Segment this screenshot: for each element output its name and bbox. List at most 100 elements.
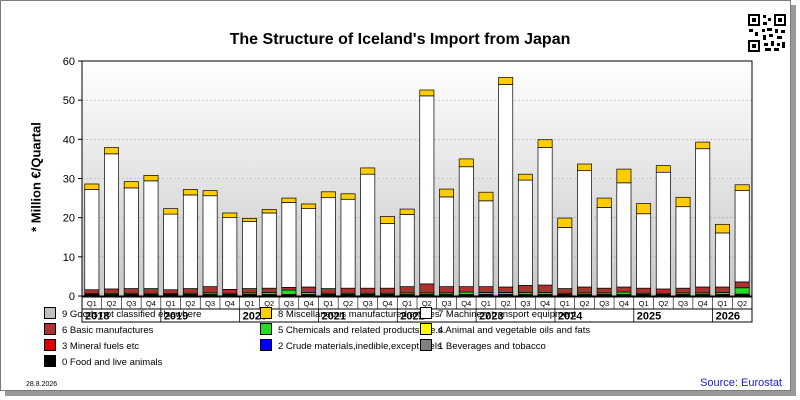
quarter-label: Q1 xyxy=(560,299,570,308)
legend-swatch xyxy=(44,355,56,367)
legend-item: 3 Mineral fuels etc xyxy=(44,339,139,352)
bar-segment xyxy=(557,288,573,294)
bar-segment xyxy=(301,286,317,293)
legend-item: 0 Food and live animals xyxy=(44,355,162,368)
bar-segment xyxy=(498,77,514,85)
quarter-label: Q2 xyxy=(107,299,117,308)
bar-segment xyxy=(655,171,671,290)
bar-segment xyxy=(616,168,632,184)
bar-segment xyxy=(143,180,159,289)
bar-segment xyxy=(143,288,159,294)
bar-segment xyxy=(517,285,533,293)
bar-segment xyxy=(242,288,257,294)
bar-segment xyxy=(123,288,139,294)
bar-segment xyxy=(84,183,100,190)
quarter-label: Q2 xyxy=(185,299,195,308)
quarter-label: Q4 xyxy=(304,299,314,308)
bar-segment xyxy=(478,191,494,202)
bar-segment xyxy=(458,166,474,287)
bar-segment xyxy=(84,189,100,291)
bar-segment xyxy=(379,223,395,289)
bar-segment xyxy=(596,197,612,208)
footer-source: Source: Eurostat xyxy=(700,377,782,389)
year-label: 2023 xyxy=(479,311,503,323)
bar-segment xyxy=(163,208,179,215)
bar-segment xyxy=(655,288,671,294)
quarter-label: Q2 xyxy=(501,299,511,308)
quarter-label: Q3 xyxy=(599,299,609,308)
legend-swatch xyxy=(420,339,432,351)
bar-segment xyxy=(478,200,494,287)
bar-segment xyxy=(419,95,435,285)
bar-segment xyxy=(537,284,553,293)
quarter-label: Q2 xyxy=(264,299,274,308)
bar-segment xyxy=(458,286,474,293)
bar-segment xyxy=(517,173,533,181)
bar-segment xyxy=(281,197,297,203)
bar-segment xyxy=(695,141,711,150)
bar-segment xyxy=(616,291,632,295)
y-tick-label: 60 xyxy=(63,56,75,68)
legend-label: 8 Miscellaneous manufactured articles xyxy=(278,309,440,320)
legend-item: 8 Miscellaneous manufactured articles xyxy=(260,307,440,320)
bar-segment xyxy=(281,289,297,295)
bar-segment xyxy=(714,232,730,288)
legend-swatch xyxy=(420,323,432,335)
legend-swatch xyxy=(260,339,272,351)
bar-segment xyxy=(596,287,612,294)
bar-segment xyxy=(379,216,395,224)
bar-segment xyxy=(301,203,317,210)
bar-segment xyxy=(399,286,415,294)
bar-segment xyxy=(557,217,573,228)
y-tick-label: 40 xyxy=(63,134,75,146)
quarter-label: Q1 xyxy=(481,299,491,308)
legend-item: 2 Crude materials,inedible,except fuels xyxy=(260,339,442,352)
bar-segment xyxy=(261,287,277,293)
bar-segment xyxy=(360,287,376,294)
quarter-label: Q1 xyxy=(323,299,333,308)
bar-segment xyxy=(537,139,553,148)
bar-segment xyxy=(616,286,632,293)
bar-segment xyxy=(84,289,100,295)
bar-segment xyxy=(498,84,514,288)
bar-segment xyxy=(458,158,474,168)
legend-item: 4 Animal and vegetable oils and fats xyxy=(420,323,590,336)
bar-segment xyxy=(577,170,592,288)
quarter-label: Q1 xyxy=(87,299,97,308)
quarter-label: Q4 xyxy=(382,299,392,308)
bar-segment xyxy=(734,281,750,289)
legend-item: 9 Goods not classified elsewhere xyxy=(44,307,201,320)
year-label: 2019 xyxy=(164,311,188,323)
bar-segment xyxy=(104,153,120,290)
bar-segment xyxy=(734,184,750,191)
legend-item: 6 Basic manufactures xyxy=(44,323,153,336)
bar-segment xyxy=(261,212,277,289)
bar-segment xyxy=(596,207,612,289)
bar-segment xyxy=(399,214,415,287)
legend-swatch xyxy=(420,307,432,319)
year-label: 2021 xyxy=(321,311,345,323)
bar-segment xyxy=(557,227,573,289)
bar-segment xyxy=(202,195,218,287)
bar-segment xyxy=(439,286,455,294)
bar-segment xyxy=(182,194,198,289)
quarter-label: Q3 xyxy=(520,299,530,308)
y-tick-label: 0 xyxy=(69,291,75,303)
bar-segment xyxy=(123,187,139,289)
bar-segment xyxy=(261,209,277,214)
quarter-label: Q2 xyxy=(343,299,353,308)
quarter-label: Q4 xyxy=(225,299,235,308)
bar-segment xyxy=(537,147,553,286)
legend-swatch xyxy=(44,339,56,351)
bar-segment xyxy=(675,206,691,289)
quarter-label: Q1 xyxy=(639,299,649,308)
bar-segment xyxy=(123,181,139,189)
bar-segment xyxy=(182,189,198,196)
bar-segment xyxy=(281,287,297,291)
quarter-label: Q1 xyxy=(402,299,412,308)
chart-title: The Structure of Iceland's Import from J… xyxy=(229,31,571,48)
quarter-label: Q3 xyxy=(205,299,215,308)
year-label: 2025 xyxy=(637,311,661,323)
year-label: 2018 xyxy=(85,311,109,323)
quarter-label: Q4 xyxy=(619,299,629,308)
